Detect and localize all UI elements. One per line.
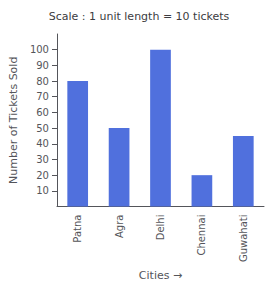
svg-text:70: 70: [36, 91, 49, 102]
svg-text:30: 30: [36, 154, 49, 165]
svg-text:Chennai: Chennai: [196, 215, 207, 256]
svg-text:Agra: Agra: [114, 215, 125, 238]
svg-text:Delhi: Delhi: [155, 215, 166, 241]
svg-text:50: 50: [36, 123, 49, 134]
svg-text:20: 20: [36, 170, 49, 181]
svg-text:90: 90: [36, 60, 49, 71]
svg-text:Guwahati: Guwahati: [238, 215, 249, 263]
svg-text:10: 10: [36, 185, 49, 196]
svg-text:60: 60: [36, 107, 49, 118]
svg-text:Cities →: Cities →: [139, 269, 182, 282]
svg-text:Patna: Patna: [72, 215, 83, 243]
svg-text:Scale : 1 unit length = 10 tic: Scale : 1 unit length = 10 tickets: [49, 10, 230, 23]
svg-text:Number of Tickets Sold: Number of Tickets Sold: [7, 57, 20, 184]
svg-text:80: 80: [36, 76, 49, 87]
svg-text:100: 100: [30, 44, 49, 55]
svg-text:40: 40: [36, 138, 49, 149]
